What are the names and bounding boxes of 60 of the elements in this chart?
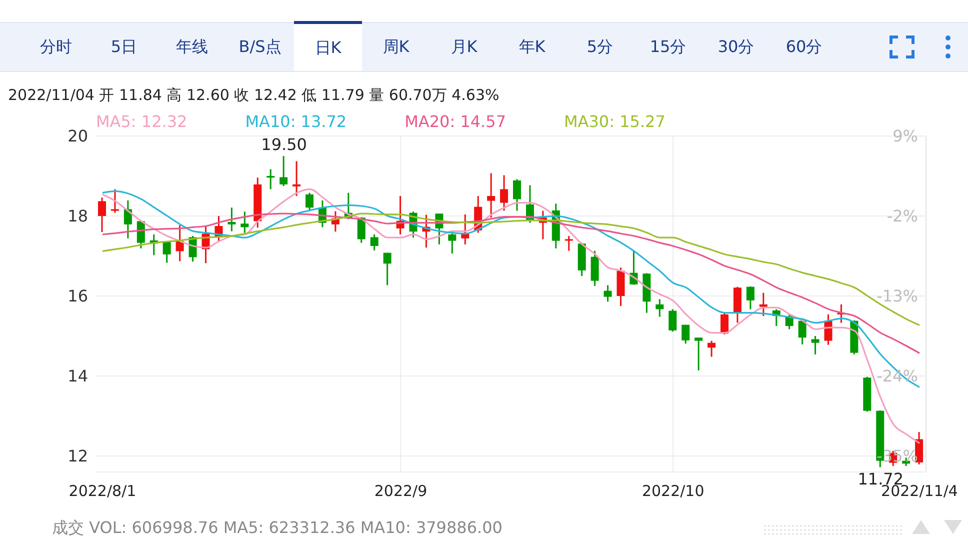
candlestick — [487, 172, 496, 218]
candlestick — [448, 232, 456, 254]
candlestick — [162, 240, 171, 264]
candlestick — [228, 206, 236, 232]
text: 2022/11/04 开 11.84 高 12.60 收 12.42 低 11.79 量 60.70万 4.63% — [8, 86, 500, 105]
candlestick — [811, 335, 820, 356]
y-tick-label: 12 — [68, 446, 88, 466]
candlestick — [708, 340, 716, 358]
candlestick — [915, 431, 924, 466]
candlestick — [500, 174, 508, 212]
text: MA5: 12.32 — [96, 112, 188, 131]
candlestick — [656, 298, 664, 318]
candlestick — [292, 160, 301, 197]
candlestick — [280, 155, 288, 187]
x-tick-label: 2022/8/1 — [68, 482, 136, 500]
candlestick — [513, 178, 521, 212]
candlestick — [590, 250, 599, 287]
y-tick-label: 14 — [68, 366, 88, 386]
text: 年K — [518, 36, 546, 58]
text: MA10: 13.72 — [245, 112, 347, 131]
text: 月K — [450, 36, 478, 58]
candlestick — [266, 168, 275, 190]
text: B/S点 — [238, 36, 282, 58]
candlestick — [694, 336, 703, 372]
text: 周K — [382, 36, 410, 58]
candlestick — [564, 235, 573, 252]
text: 30分 — [716, 36, 756, 58]
text: 分时 — [39, 36, 73, 58]
candlestick — [383, 252, 392, 286]
text: MA30: 15.27 — [564, 112, 666, 131]
text: 60分 — [784, 36, 824, 58]
line-series — [102, 190, 920, 388]
candlestick — [98, 196, 106, 233]
y2-tick-label: -2% — [886, 206, 918, 226]
candlestick — [306, 192, 314, 212]
x-tick-label: 2022/10 — [642, 482, 704, 500]
candlestick — [124, 200, 132, 240]
y-tick-label: 16 — [68, 286, 88, 306]
y-tick-label: 18 — [68, 206, 88, 226]
text: 成交 VOL: 606998.76 MA5: 623312.36 MA10: 379886.00 — [52, 518, 502, 539]
annotation: 19.50 — [261, 135, 307, 154]
candlestick — [370, 234, 378, 252]
y-tick-label: 20 — [68, 126, 88, 146]
y2-tick-label: 9% — [892, 126, 918, 146]
text: 5日 — [110, 36, 138, 58]
candlestick — [759, 292, 768, 317]
text: 年线 — [175, 36, 209, 58]
text: 15分 — [648, 36, 688, 58]
candlestick — [604, 284, 612, 302]
candlestick — [668, 308, 677, 332]
y2-tick-label: -13% — [876, 286, 918, 306]
candlestick — [110, 188, 119, 214]
text: 日K — [294, 21, 362, 71]
candlestick — [746, 286, 754, 310]
x-tick-label: 2022/9 — [374, 482, 428, 500]
candlestick — [240, 210, 249, 234]
candlestick — [682, 324, 690, 344]
text: 5分 — [586, 36, 614, 58]
candlestick — [720, 312, 728, 336]
text: MA20: 14.57 — [404, 112, 506, 131]
